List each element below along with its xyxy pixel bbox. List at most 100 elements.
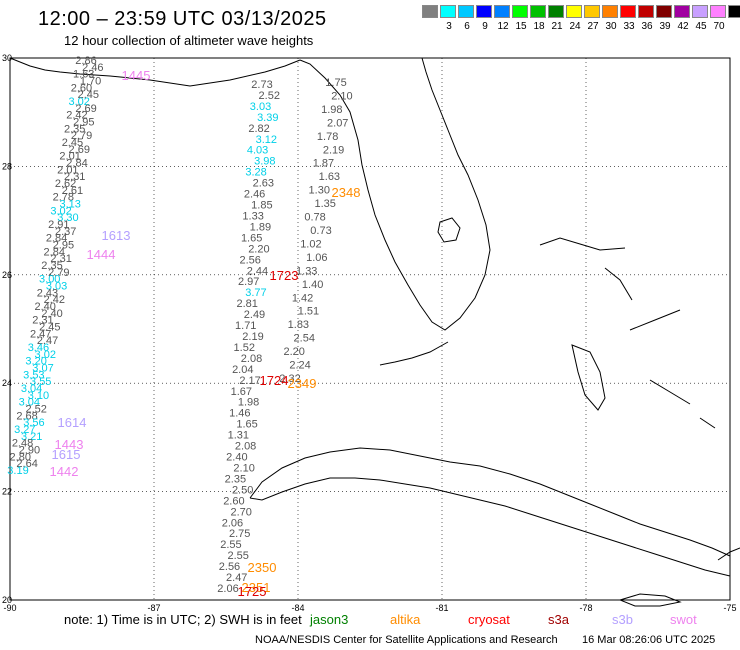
- wave-height-value: 2.17: [239, 375, 260, 387]
- lon-tick-label: -78: [579, 603, 592, 613]
- wave-height-value: 2.84: [44, 246, 65, 258]
- wave-height-value: 3.28: [245, 167, 266, 179]
- wave-height-value: 2.63: [253, 178, 274, 190]
- legend-swatch: [566, 5, 582, 18]
- wave-height-value: 3.46: [28, 342, 49, 354]
- wave-height-value: 2.54: [294, 333, 315, 345]
- legend-label: 21: [551, 21, 563, 32]
- wave-height-value: 2.40: [34, 301, 55, 313]
- wave-height-value: 1.46: [229, 408, 250, 420]
- wave-height-value: 3.12: [256, 134, 277, 146]
- lat-lon-grid: [9, 57, 731, 601]
- wave-height-value: 3.20: [25, 356, 46, 368]
- wave-height-value: 2.79: [71, 130, 92, 142]
- wave-height-value: 2.80: [10, 451, 31, 463]
- wave-height-value: 2.49: [244, 309, 265, 321]
- wave-height-value: 2.81: [237, 298, 258, 310]
- legend-swatch: [710, 5, 726, 18]
- wave-height-value: 2.60: [223, 495, 244, 507]
- wave-height-value: 2.35: [225, 473, 246, 485]
- legend-label: 6: [464, 21, 470, 32]
- legend-swatch: [458, 5, 474, 18]
- wave-height-value: 2.43: [37, 287, 58, 299]
- wave-height-value: 3.77: [245, 287, 266, 299]
- wave-height-value: 2.46: [244, 189, 265, 201]
- wave-height-value: 1.67: [231, 386, 252, 398]
- wave-height-value: 3.19: [7, 465, 28, 477]
- legend-swatch: [620, 5, 636, 18]
- legend-swatch: [656, 5, 672, 18]
- wave-height-value: 3.55: [30, 376, 51, 388]
- orbit-number-label: 2349: [288, 376, 317, 391]
- wave-height-value: 3.00: [39, 274, 60, 286]
- wave-height-value: 2.40: [41, 308, 62, 320]
- wave-height-value: 3.02: [50, 205, 71, 217]
- wave-height-value: 2.20: [248, 243, 269, 255]
- wave-height-value: 2.04: [232, 364, 253, 376]
- legend-label: 3: [446, 21, 452, 32]
- legend-label: 39: [659, 21, 671, 32]
- wave-height-value: 2.19: [242, 331, 263, 343]
- wave-height-value: 2.95: [73, 117, 94, 129]
- wave-height-value: 2.10: [331, 90, 352, 102]
- wave-height-value: 1.52: [234, 342, 255, 354]
- wave-height-value: 2.42: [66, 110, 87, 122]
- orbit-number-label: 1442: [50, 464, 79, 479]
- coastlines: [9, 57, 740, 607]
- wave-height-value: 2.84: [66, 158, 87, 170]
- lake-okeechobee: [437, 217, 461, 243]
- legend-swatch: [728, 5, 740, 18]
- legend-swatch: [548, 5, 564, 18]
- wave-height-value: 2.56: [219, 561, 240, 573]
- satellite-legend-item: jason3: [310, 612, 349, 627]
- orbit-number-label: 2350: [248, 560, 277, 575]
- wave-height-value: 2.06: [222, 517, 243, 529]
- wave-height-value: 0.73: [310, 225, 331, 237]
- wave-height-value: 1.33: [242, 210, 263, 222]
- legend-label: 27: [587, 21, 599, 32]
- wave-height-value: 3.56: [23, 417, 44, 429]
- orbit-number-label: 1443: [55, 437, 84, 452]
- wave-height-value: 2.24: [289, 360, 310, 372]
- wave-height-value: 3.39: [257, 112, 278, 124]
- legend-swatch: [512, 5, 528, 18]
- legend-label: 42: [677, 21, 689, 32]
- legend-swatch: [422, 5, 438, 18]
- wave-height-value: 2.52: [25, 404, 46, 416]
- wave-height-value: 3.04: [21, 383, 42, 395]
- wave-height-value: 0.78: [304, 212, 325, 224]
- lon-tick-label: -87: [147, 603, 160, 613]
- legend-swatch: [638, 5, 654, 18]
- legend-swatch: [440, 5, 456, 18]
- bahamas-north: [539, 237, 716, 429]
- page-subtitle: 12 hour collection of altimeter wave hei…: [64, 33, 314, 48]
- legend-label: 36: [641, 21, 653, 32]
- wave-height-value: 1.70: [80, 76, 101, 88]
- wave-height-value: 2.60: [71, 82, 92, 94]
- wave-height-value: 2.45: [39, 322, 60, 334]
- wave-height-value: 2.37: [55, 226, 76, 238]
- wave-height-value: 2.75: [229, 528, 250, 540]
- lon-tick-label: -81: [435, 603, 448, 613]
- wave-height-value: 2.50: [232, 484, 253, 496]
- wave-height-value: 2.97: [238, 276, 259, 288]
- wave-height-value: 2.08: [241, 353, 262, 365]
- coastline-cuba: [249, 447, 731, 577]
- wave-height-value: 1.83: [288, 319, 309, 331]
- lat-tick-label: 28: [2, 161, 12, 171]
- wave-height-value: 1.42: [292, 292, 313, 304]
- map-frame: [9, 57, 731, 601]
- wave-height-value: 2.55: [220, 539, 241, 551]
- wave-height-value: 1.89: [250, 221, 271, 233]
- wave-height-value: 3.03: [250, 101, 271, 113]
- wave-height-value: 2.40: [226, 452, 247, 464]
- wave-height-value: 2.90: [19, 445, 40, 457]
- wave-height-value: 1.06: [306, 252, 327, 264]
- wave-height-value: 1.65: [241, 232, 262, 244]
- wave-height-value: 2.01: [59, 151, 80, 163]
- wave-height-value: 3.98: [254, 156, 275, 168]
- orbit-number-label: 1613: [102, 228, 131, 243]
- page-title: 12:00 – 23:59 UTC 03/13/2025: [38, 8, 327, 30]
- florida-keys: [379, 341, 449, 366]
